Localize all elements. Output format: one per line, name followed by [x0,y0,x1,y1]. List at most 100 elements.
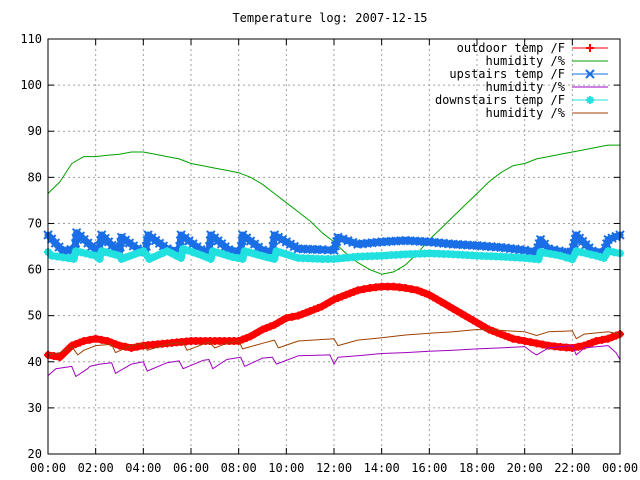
data-point [249,249,258,258]
x-tick-label: 16:00 [411,461,447,475]
data-point [468,251,477,260]
data-point [382,251,391,260]
data-point [218,250,227,259]
data-point [106,249,115,258]
data-point [55,353,64,362]
data-point [449,250,458,259]
data-point [179,244,188,253]
data-point [130,250,139,259]
data-point [532,339,541,348]
data-point [353,286,362,295]
data-point [310,305,319,314]
data-point [258,325,267,334]
legend-label: humidity /% [486,106,566,120]
data-point [453,250,462,259]
data-point [333,293,342,302]
legend-label: humidity /% [486,54,566,68]
x-tick-label: 10:00 [268,461,304,475]
data-point [349,287,358,296]
data-point [588,338,597,347]
data-point [334,254,343,263]
legend-marker [585,69,595,79]
data-point [121,253,130,262]
data-point [372,251,381,260]
data-point [551,250,560,259]
data-point [525,254,534,263]
data-point [504,333,513,342]
data-point [228,253,237,262]
legend-label: upstairs temp /F [449,67,565,81]
data-point [102,248,111,257]
data-point [511,253,520,262]
data-point [600,254,609,263]
data-point [439,249,448,258]
data-point [488,327,497,336]
data-point [281,249,290,258]
series-5 [47,329,621,356]
data-point [208,247,217,256]
data-point [47,251,56,260]
data-point [67,341,76,350]
data-point [103,337,112,346]
data-point [568,255,577,264]
data-point [391,250,400,259]
data-point [496,252,505,261]
data-point [339,254,348,263]
data-point [349,253,358,262]
data-point [213,248,222,257]
x-tick-label: 14:00 [364,461,400,475]
data-point [97,247,106,256]
data-point [596,252,605,261]
data-point [71,340,80,349]
data-point [178,249,187,258]
data-point [344,253,353,262]
data-point [145,254,154,263]
data-point [313,254,322,263]
y-tick-label: 60 [28,263,42,277]
data-point [298,310,307,319]
data-point [330,295,338,304]
y-tick-label: 30 [28,401,42,415]
data-point [415,249,424,258]
data-point [562,253,571,262]
y-tick-label: 80 [28,170,42,184]
x-tick-label: 02:00 [78,461,114,475]
data-point [134,248,143,257]
data-point [149,252,158,261]
data-point [111,250,120,259]
x-tick-label: 22:00 [554,461,590,475]
data-point [299,254,308,263]
data-point [487,252,496,261]
data-point [240,247,249,256]
data-point [76,248,85,257]
data-point [258,251,267,260]
data-point [430,249,439,258]
data-point [396,250,405,259]
data-point [574,342,583,351]
data-point [515,253,524,262]
data-point [520,254,529,263]
data-point [177,254,186,263]
x-tick-label: 20:00 [507,461,543,475]
data-point [193,249,202,258]
x-tick-label: 06:00 [173,461,209,475]
data-point [538,340,547,349]
y-tick-label: 70 [28,216,42,230]
data-point [496,330,505,339]
data-point [337,292,346,301]
data-point [242,333,251,342]
data-point [420,249,429,258]
data-point [363,252,372,261]
data-point [154,251,163,260]
data-point [262,323,271,332]
data-point [587,250,596,259]
plot-area [43,144,625,377]
data-point [413,286,422,295]
data-point [117,254,126,263]
data-point [115,341,124,350]
x-tick-label: 00:00 [30,461,66,475]
data-point [294,311,303,320]
data-point [223,251,232,260]
